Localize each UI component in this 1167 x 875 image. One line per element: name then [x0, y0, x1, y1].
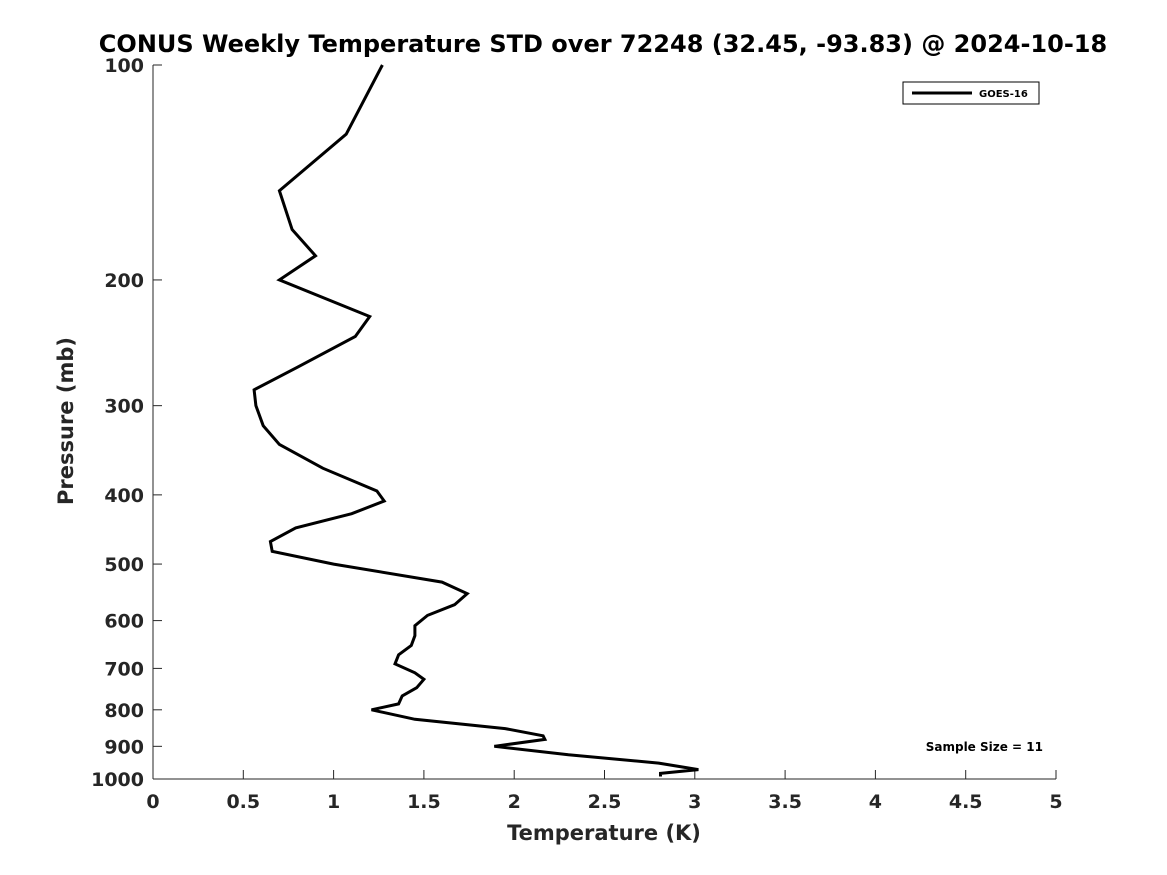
y-tick-label: 1000 [91, 769, 144, 791]
x-tick-label: 2 [508, 791, 521, 813]
x-tick-label: 4 [869, 791, 882, 813]
chart-title: CONUS Weekly Temperature STD over 72248 … [99, 30, 1107, 58]
x-tick-label: 5 [1049, 791, 1062, 813]
x-tick-label: 0 [146, 791, 159, 813]
y-axis-label: Pressure (mb) [54, 337, 78, 505]
y-tick-label: 200 [104, 270, 144, 292]
y-tick-label: 800 [104, 700, 144, 722]
x-tick-label: 0.5 [226, 791, 260, 813]
x-axis: 0 0.5 1 1.5 2 2.5 3 3.5 4 4.5 5 [146, 770, 1063, 813]
sample-size-annotation: Sample Size = 11 [926, 740, 1043, 754]
y-tick-label: 900 [104, 736, 144, 758]
series-line-0 [252, 64, 699, 777]
plot-frame [152, 65, 1056, 780]
y-tick-label: 600 [104, 611, 144, 633]
y-tick-label: 300 [104, 396, 144, 418]
x-tick-label: 2.5 [588, 791, 622, 813]
x-tick-label: 3 [688, 791, 701, 813]
y-tick-label: 700 [104, 658, 144, 680]
x-tick-label: 1.5 [407, 791, 441, 813]
y-tick-label: 100 [104, 55, 144, 77]
x-axis-label: Temperature (K) [507, 821, 701, 845]
y-tick-label: 500 [104, 554, 144, 576]
y-axis: 100 200 300 400 500 600 700 800 900 1000 [91, 55, 162, 791]
series-layer [252, 64, 699, 777]
legend-label-goes16: GOES-16 [979, 89, 1028, 100]
legend: GOES-16 [902, 81, 1040, 105]
y-tick-label: 400 [104, 485, 144, 507]
x-tick-label: 3.5 [768, 791, 802, 813]
x-tick-label: 4.5 [949, 791, 983, 813]
x-tick-label: 1 [327, 791, 340, 813]
